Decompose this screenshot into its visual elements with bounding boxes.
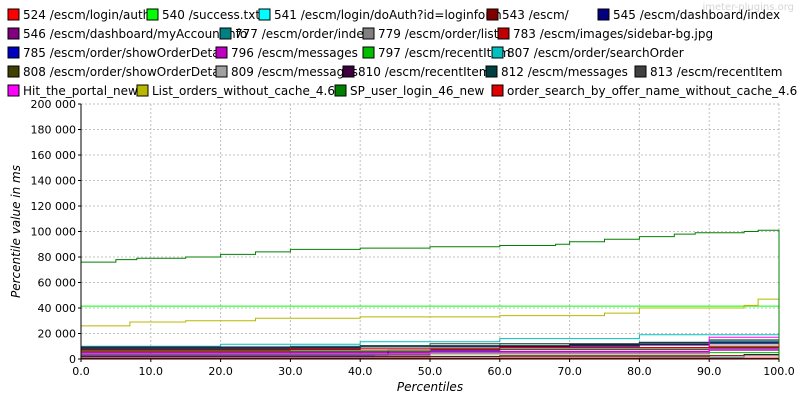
x-axis-title: Percentiles: [397, 380, 463, 394]
legend-swatch: [487, 9, 498, 20]
y-tick-label: 80 000: [38, 251, 77, 264]
legend-label: 807 /escm/order/searchOrder: [507, 46, 684, 60]
y-axis-title: Percentile value in ms: [9, 165, 23, 298]
legend-label: 777 /escm/order/index: [235, 27, 371, 41]
legend-item: 808 /escm/order/showOrderDetail: [8, 65, 226, 79]
legend: 524 /escm/login/auth 540 /success.txt 541 …: [8, 8, 797, 98]
legend-swatch: [220, 28, 231, 39]
legend-item: 807 /escm/order/searchOrder: [492, 46, 684, 60]
legend-swatch: [635, 66, 646, 77]
legend-item: 783 /escm/images/sidebar-bg.jpg: [498, 27, 713, 41]
y-tick-label: 160 000: [31, 149, 77, 162]
legend-swatch: [498, 28, 509, 39]
legend-item: 546 /escm/dashboard/myAccountInfo: [8, 27, 247, 41]
legend-swatch: [598, 9, 609, 20]
legend-swatch: [363, 28, 374, 39]
legend-swatch: [8, 9, 19, 20]
legend-item: 810 /escm/recentItem: [343, 65, 490, 79]
x-tick-label: 50.0: [418, 365, 443, 378]
legend-label: 540 /success.txt: [162, 8, 260, 22]
legend-label: 810 /escm/recentItem: [358, 65, 490, 79]
x-tick-label: 30.0: [278, 365, 303, 378]
y-tick-label: 200 000: [31, 98, 77, 111]
x-tick-label: 40.0: [348, 365, 373, 378]
legend-swatch: [259, 9, 270, 20]
legend-label: 545 /escm/dashboard/index: [613, 8, 780, 22]
legend-label: 812 /escm/messages: [501, 65, 628, 79]
x-tick-label: 0.0: [72, 365, 90, 378]
x-tick-label: 10.0: [139, 365, 164, 378]
legend-label: 809 /escm/messages: [231, 65, 358, 79]
legend-swatch: [335, 85, 346, 96]
legend-swatch: [8, 66, 19, 77]
legend-label: order_search_by_offer_name_without_cache…: [507, 84, 797, 98]
legend-item: 779 /escm/order/list: [363, 27, 499, 41]
legend-item: 524 /escm/login/auth: [8, 8, 150, 22]
legend-item: 785 /escm/order/showOrderDetail: [8, 46, 226, 60]
legend-label: 808 /escm/order/showOrderDetail: [23, 65, 226, 79]
y-tick-label: 180 000: [31, 124, 77, 137]
legend-swatch: [492, 47, 503, 58]
legend-item: order_search_by_offer_name_without_cache…: [492, 84, 797, 98]
legend-swatch: [137, 85, 148, 96]
legend-label: 813 /escm/recentItem: [650, 65, 782, 79]
legend-label: 783 /escm/images/sidebar-bg.jpg: [513, 27, 713, 41]
legend-swatch: [486, 66, 497, 77]
legend-item: 540 /success.txt: [147, 8, 260, 22]
legend-swatch: [492, 85, 503, 96]
legend-label: 546 /escm/dashboard/myAccountInfo: [23, 27, 247, 41]
legend-item: 796 /escm/messages: [216, 46, 358, 60]
legend-item: 777 /escm/order/index: [220, 27, 371, 41]
legend-swatch: [8, 85, 19, 96]
y-tick-label: 140 000: [31, 175, 77, 188]
legend-swatch: [8, 28, 19, 39]
legend-item: Hit_the_portal_new: [8, 84, 138, 98]
legend-swatch: [343, 66, 354, 77]
x-tick-label: 80.0: [627, 365, 652, 378]
legend-label: 524 /escm/login/auth: [23, 8, 150, 22]
legend-label: Hit_the_portal_new: [23, 84, 138, 98]
legend-label: 797 /escm/recentItem: [378, 46, 510, 60]
x-tick-label: 70.0: [557, 365, 582, 378]
legend-swatch: [363, 47, 374, 58]
legend-swatch: [216, 47, 227, 58]
legend-item: 812 /escm/messages: [486, 65, 628, 79]
legend-label: 796 /escm/messages: [231, 46, 358, 60]
x-tick-label: 60.0: [488, 365, 513, 378]
y-tick-label: 120 000: [31, 200, 77, 213]
legend-item: 813 /escm/recentItem: [635, 65, 782, 79]
legend-item: 809 /escm/messages: [216, 65, 358, 79]
legend-item: 545 /escm/dashboard/index: [598, 8, 780, 22]
y-tick-label: 60 000: [38, 277, 77, 290]
y-tick-label: 40 000: [38, 302, 77, 315]
legend-swatch: [216, 66, 227, 77]
y-tick-label: 100 000: [31, 226, 77, 239]
legend-item: 541 /escm/login/doAuth?id=loginform: [259, 8, 502, 22]
x-tick-label: 90.0: [697, 365, 722, 378]
legend-item: List_orders_without_cache_4.6: [137, 84, 335, 98]
legend-label: SP_user_login_46_new: [350, 84, 485, 98]
legend-label: 543 /escm/: [502, 8, 570, 22]
legend-item: SP_user_login_46_new: [335, 84, 485, 98]
x-tick-label: 100.0: [763, 365, 795, 378]
legend-label: List_orders_without_cache_4.6: [152, 84, 335, 98]
x-tick-label: 20.0: [208, 365, 233, 378]
legend-swatch: [8, 47, 19, 58]
legend-label: 541 /escm/login/doAuth?id=loginform: [274, 8, 502, 22]
y-tick-label: 20 000: [38, 328, 77, 341]
legend-item: 797 /escm/recentItem: [363, 46, 510, 60]
legend-swatch: [147, 9, 158, 20]
legend-label: 779 /escm/order/list: [378, 27, 499, 41]
legend-label: 785 /escm/order/showOrderDetail: [23, 46, 226, 60]
